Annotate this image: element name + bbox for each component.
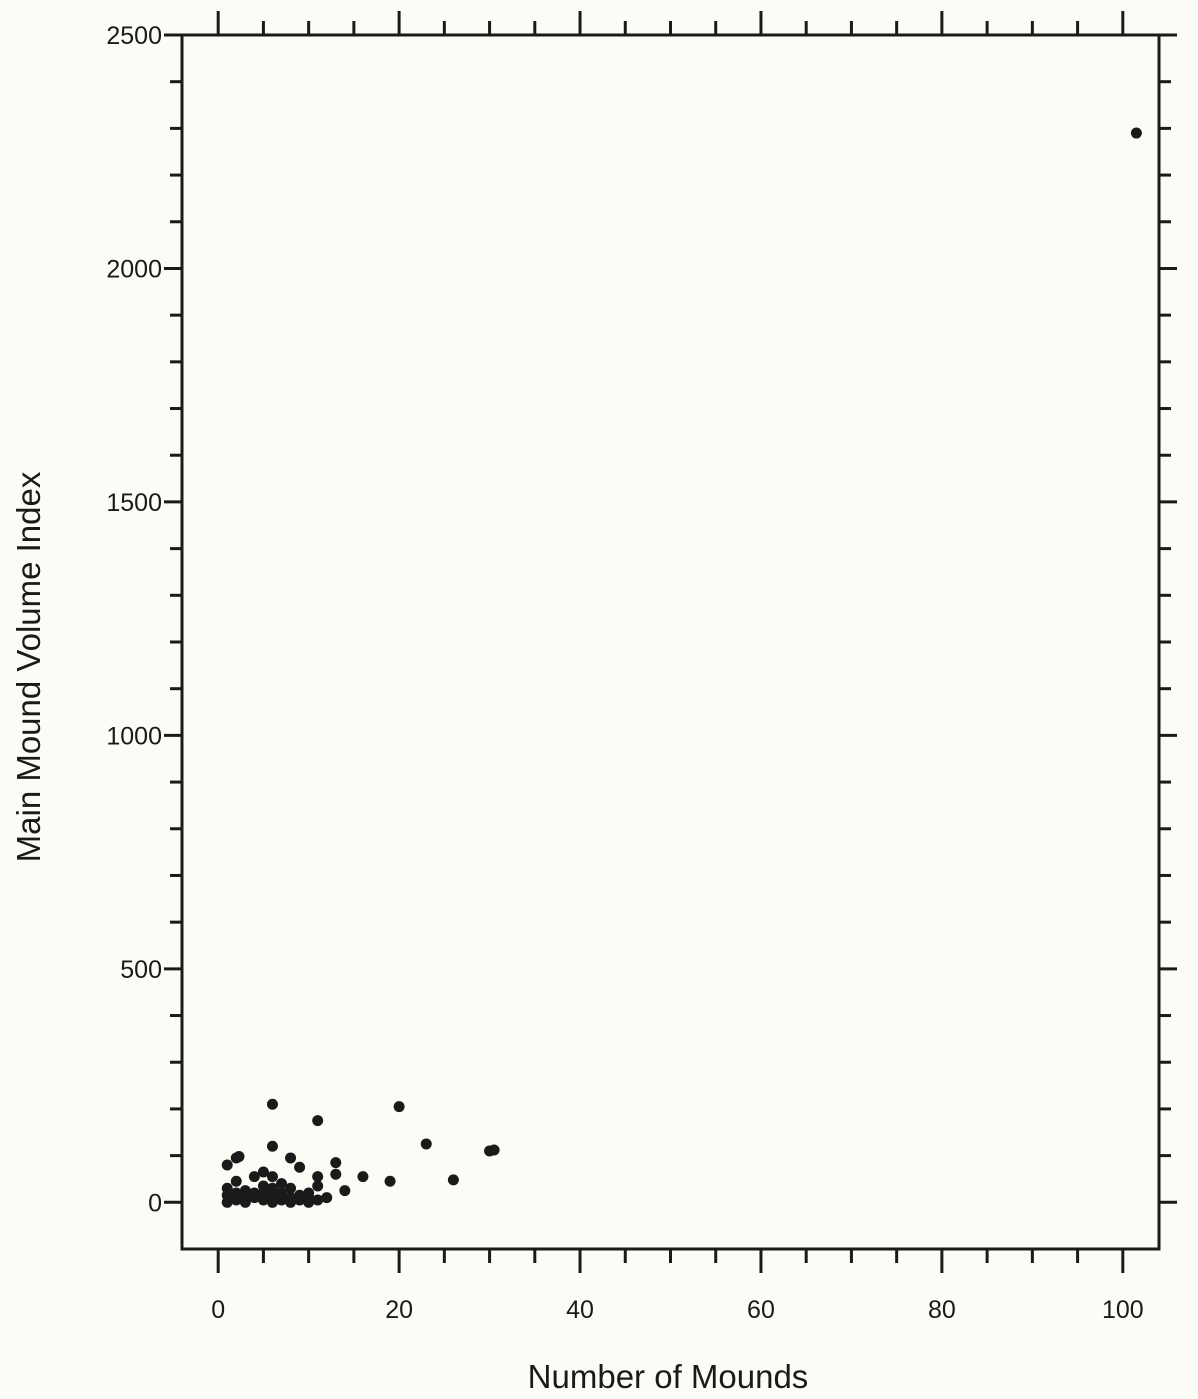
data-point (303, 1187, 315, 1199)
data-point (312, 1194, 324, 1206)
data-point (221, 1182, 233, 1194)
x-axis-title: Number of Mounds (528, 1358, 809, 1395)
data-point (248, 1187, 260, 1199)
data-point (312, 1171, 324, 1183)
y-tick-label: 2500 (106, 22, 162, 50)
data-point (248, 1171, 260, 1183)
x-tick-label: 40 (566, 1296, 594, 1324)
data-point (239, 1185, 251, 1197)
y-tick-label: 1000 (106, 722, 162, 750)
data-points (221, 127, 1142, 1208)
data-point (393, 1101, 405, 1113)
data-point (276, 1178, 288, 1190)
y-tick-label: 1500 (106, 489, 162, 517)
data-point (1130, 127, 1142, 139)
x-tick-label: 100 (1102, 1296, 1144, 1324)
y-axis-title: Main Mound Volume Index (10, 471, 47, 862)
data-point (266, 1098, 278, 1110)
y-tick-label: 0 (148, 1189, 162, 1217)
x-tick-label: 60 (747, 1296, 775, 1324)
data-point (330, 1168, 342, 1180)
data-point (266, 1171, 278, 1183)
data-point (285, 1182, 297, 1194)
data-point (285, 1192, 297, 1204)
data-point (285, 1152, 297, 1164)
data-point (230, 1175, 242, 1187)
data-point (257, 1166, 269, 1178)
data-point (339, 1185, 351, 1197)
data-point (276, 1187, 288, 1199)
data-point (294, 1161, 306, 1173)
data-point (233, 1151, 245, 1163)
data-point (488, 1144, 500, 1156)
data-point (221, 1159, 233, 1171)
data-point (330, 1157, 342, 1169)
data-point (230, 1187, 242, 1199)
data-point (420, 1138, 432, 1150)
data-point (294, 1189, 306, 1201)
data-point (266, 1140, 278, 1152)
data-point (321, 1192, 333, 1204)
data-point (384, 1175, 396, 1187)
data-point (266, 1182, 278, 1194)
axis-ticks (164, 11, 1177, 1273)
data-point (312, 1115, 324, 1127)
data-point (312, 1180, 324, 1192)
y-tick-label: 2000 (106, 255, 162, 283)
x-tick-label: 0 (211, 1296, 225, 1324)
x-tick-label: 80 (928, 1296, 956, 1324)
y-tick-label: 500 (120, 956, 162, 984)
data-point (357, 1171, 369, 1183)
x-tick-label: 20 (385, 1296, 413, 1324)
data-point (257, 1180, 269, 1192)
data-point (447, 1174, 459, 1186)
